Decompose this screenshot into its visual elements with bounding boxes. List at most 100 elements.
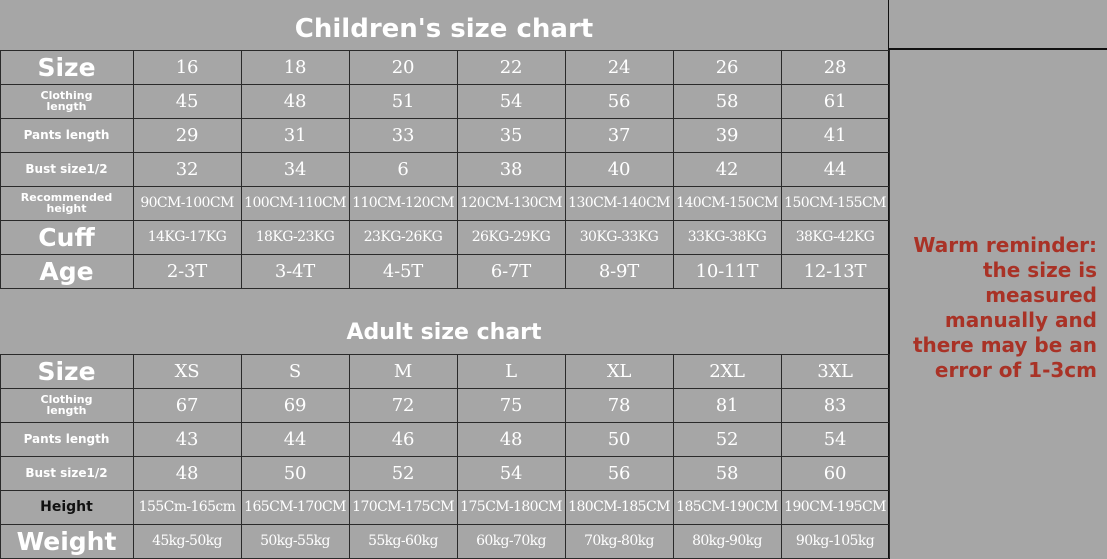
size-cell: 51 xyxy=(391,90,415,112)
size-cell: 20 xyxy=(391,56,415,78)
grid-line xyxy=(133,354,134,558)
size-cell: 100CM-110CM xyxy=(244,195,346,211)
size-cell: 3-4T xyxy=(274,260,316,282)
grid-line xyxy=(0,456,889,457)
grid-line xyxy=(457,354,458,558)
grid-line xyxy=(565,354,566,558)
size-cell: 48 xyxy=(175,462,199,484)
size-cell: 120CM-130CM xyxy=(460,195,562,211)
grid-line xyxy=(781,354,782,558)
row-label: Clothing length xyxy=(40,393,93,417)
size-cell: 44 xyxy=(823,158,847,180)
size-cell: 2XL xyxy=(709,360,745,382)
size-cell: 32 xyxy=(175,158,199,180)
size-cell: 43 xyxy=(175,428,199,450)
size-cell: 130CM-140CM xyxy=(568,195,670,211)
size-cell: 30KG-33KG xyxy=(579,229,659,245)
children-chart-title: Children's size chart xyxy=(294,14,594,44)
row-label: Cuff xyxy=(38,222,95,252)
size-cell: 29 xyxy=(175,124,199,146)
size-cell: XS xyxy=(174,360,200,382)
row-label: Weight xyxy=(16,526,117,556)
size-cell: 37 xyxy=(607,124,631,146)
adult-chart-title: Adult size chart xyxy=(346,319,542,345)
size-cell: 10-11T xyxy=(695,260,759,282)
size-cell: 155Cm-165cm xyxy=(138,499,236,515)
size-cell: 72 xyxy=(391,394,415,416)
size-cell: 56 xyxy=(607,462,631,484)
grid-line xyxy=(241,354,242,558)
size-cell: 60kg-70kg xyxy=(476,533,546,549)
size-cell: 38KG-42KG xyxy=(795,229,875,245)
size-cell: 24 xyxy=(607,56,631,78)
row-label: Height xyxy=(40,499,93,515)
grid-line xyxy=(0,152,889,153)
size-cell: 6 xyxy=(397,158,409,180)
size-cell: 50 xyxy=(607,428,631,450)
size-cell: 41 xyxy=(823,124,847,146)
size-cell: 61 xyxy=(823,90,847,112)
grid-line xyxy=(0,388,889,389)
reminder-box xyxy=(888,48,1107,559)
size-cell: 50kg-55kg xyxy=(260,533,330,549)
size-cell: 67 xyxy=(175,394,199,416)
size-cell: 45kg-50kg xyxy=(152,533,222,549)
size-cell: 44 xyxy=(283,428,307,450)
size-cell: 90kg-105kg xyxy=(795,533,875,549)
size-cell: 52 xyxy=(391,462,415,484)
size-cell: 185CM-190CM xyxy=(676,499,778,515)
size-cell: XL xyxy=(606,360,632,382)
size-cell: 81 xyxy=(715,394,739,416)
row-label: Bust size1/2 xyxy=(25,466,108,480)
right-column-divider xyxy=(888,0,889,48)
size-cell: 22 xyxy=(499,56,523,78)
grid-line xyxy=(0,254,889,255)
size-cell: 180CM-185CM xyxy=(568,499,670,515)
warm-reminder-text: Warm reminder: the size is measured manu… xyxy=(912,233,1097,382)
size-cell: 12-13T xyxy=(803,260,867,282)
grid-line xyxy=(0,118,889,119)
size-cell: 58 xyxy=(715,90,739,112)
size-cell: 80kg-90kg xyxy=(692,533,762,549)
grid-line xyxy=(0,288,889,289)
grid-line xyxy=(0,50,1,288)
size-cell: 42 xyxy=(715,158,739,180)
size-cell: 23KG-26KG xyxy=(363,229,443,245)
size-cell: 26KG-29KG xyxy=(471,229,551,245)
grid-line xyxy=(0,524,889,525)
size-cell: 110CM-120CM xyxy=(352,195,454,211)
size-cell: 35 xyxy=(499,124,523,146)
size-cell: 54 xyxy=(823,428,847,450)
size-cell: 170CM-175CM xyxy=(352,499,454,515)
grid-line xyxy=(673,354,674,558)
size-cell: 78 xyxy=(607,394,631,416)
size-cell: 140CM-150CM xyxy=(676,195,778,211)
grid-line xyxy=(781,50,782,288)
grid-line xyxy=(133,50,134,288)
grid-line xyxy=(241,50,242,288)
size-cell: 34 xyxy=(283,158,307,180)
size-cell: 39 xyxy=(715,124,739,146)
size-cell: 6-7T xyxy=(490,260,532,282)
size-cell: 60 xyxy=(823,462,847,484)
size-cell: 58 xyxy=(715,462,739,484)
grid-line xyxy=(0,186,889,187)
row-label: Pants length xyxy=(23,432,110,446)
grid-line xyxy=(673,50,674,288)
size-cell: 90CM-100CM xyxy=(140,195,234,211)
size-cell: 52 xyxy=(715,428,739,450)
size-cell: 175CM-180CM xyxy=(460,499,562,515)
grid-line xyxy=(0,422,889,423)
size-cell: 150CM-155CM xyxy=(784,195,886,211)
size-cell: 28 xyxy=(823,56,847,78)
size-cell: M xyxy=(393,360,413,382)
size-cell: 3XL xyxy=(817,360,853,382)
grid-line xyxy=(349,354,350,558)
size-cell: 46 xyxy=(391,428,415,450)
size-cell: 75 xyxy=(499,394,523,416)
row-label: Pants length xyxy=(23,128,110,142)
size-cell: L xyxy=(505,360,517,382)
grid-line xyxy=(889,50,890,288)
size-cell: 14KG-17KG xyxy=(147,229,227,245)
size-cell: 48 xyxy=(499,428,523,450)
